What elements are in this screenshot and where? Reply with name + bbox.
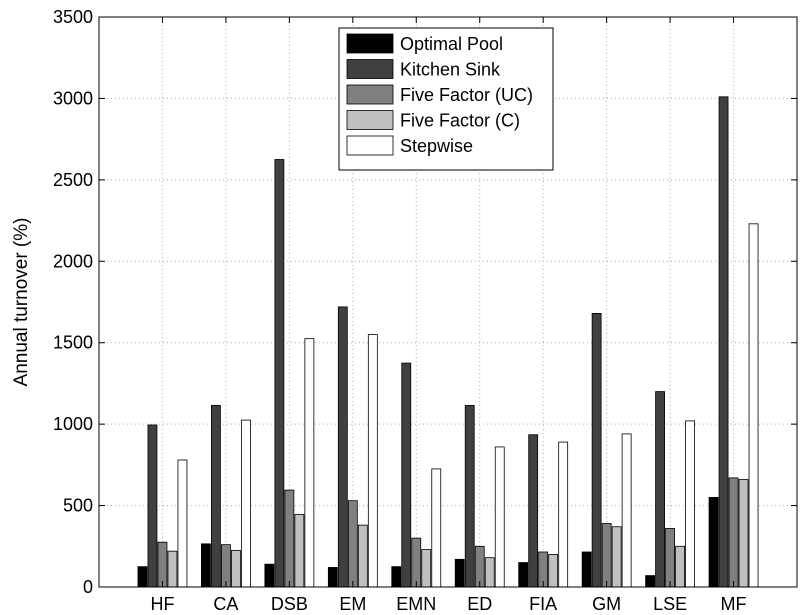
legend-label: Stepwise xyxy=(400,136,473,156)
bar-dsb-five-factor-c xyxy=(294,514,305,588)
bar-gm-kitchen-sink xyxy=(591,312,602,588)
bars xyxy=(137,96,759,588)
bar-dsb-optimal-pool xyxy=(264,563,275,588)
y-tick-label: 1500 xyxy=(53,333,93,353)
x-tick-label: DSB xyxy=(271,594,308,614)
legend-swatch xyxy=(346,59,394,79)
bar-mf-five-factor-uc xyxy=(728,477,739,588)
bar-ca-five-factor-c xyxy=(231,549,241,588)
bar-em-five-factor-uc xyxy=(347,500,358,588)
bar-mf-five-factor-c xyxy=(738,479,749,588)
legend-swatch xyxy=(346,84,394,105)
bar-fia-kitchen-sink xyxy=(528,434,539,588)
bar-ca-five-factor-uc xyxy=(221,544,231,588)
legend-swatch xyxy=(346,33,394,54)
x-tick-label: FIA xyxy=(529,594,557,614)
x-tick-label: EM xyxy=(339,594,366,614)
legend-label: Optimal Pool xyxy=(400,34,503,54)
legend-label: Five Factor (UC) xyxy=(400,85,533,105)
bar-lse-five-factor-c xyxy=(675,545,685,588)
x-tick-label: HF xyxy=(150,594,174,614)
bar-mf-stepwise xyxy=(748,223,759,588)
bar-lse-stepwise xyxy=(685,420,695,588)
bar-ca-optimal-pool xyxy=(201,543,211,588)
legend-swatch xyxy=(346,135,394,156)
bar-em-stepwise xyxy=(367,334,378,588)
bar-em-five-factor-c xyxy=(357,524,368,588)
bar-gm-stepwise xyxy=(621,433,632,588)
plot-frame xyxy=(98,16,798,588)
bar-ed-kitchen-sink xyxy=(464,405,475,588)
bar-hf-five-factor-uc xyxy=(157,541,168,588)
x-tick-label: LSE xyxy=(653,594,687,614)
y-axis-title: Annual turnover (%) xyxy=(11,218,32,387)
legend-label: Kitchen Sink xyxy=(400,60,501,80)
bar-ca-kitchen-sink xyxy=(211,405,221,588)
bar-hf-optimal-pool xyxy=(137,566,148,588)
bar-ed-five-factor-c xyxy=(484,557,495,588)
y-tick-label: 2000 xyxy=(53,251,93,271)
y-tick-label: 500 xyxy=(63,496,93,516)
y-axis: 0 500 1000 1500 2000 2500 3000 3500 xyxy=(53,7,797,597)
y-tick-label: 2500 xyxy=(53,170,93,190)
bar-lse-optimal-pool xyxy=(645,575,655,588)
bar-emn-five-factor-uc xyxy=(411,537,422,588)
bar-ed-stepwise xyxy=(494,446,505,588)
bar-dsb-kitchen-sink xyxy=(274,159,285,588)
bar-hf-stepwise xyxy=(177,459,188,588)
bar-emn-five-factor-c xyxy=(421,549,432,588)
bar-dsb-five-factor-uc xyxy=(284,489,295,588)
y-tick-label: 1000 xyxy=(53,414,93,434)
bar-ed-optimal-pool xyxy=(454,558,465,588)
x-tick-label: EMN xyxy=(396,594,436,614)
x-tick-label: MF xyxy=(721,594,747,614)
bar-fia-stepwise xyxy=(558,441,569,588)
y-tick-label: 3000 xyxy=(53,88,93,108)
x-tick-label: CA xyxy=(213,594,238,614)
x-tick-label: ED xyxy=(467,594,492,614)
legend: Optimal Pool Kitchen Sink Five Factor (UC)… xyxy=(338,27,554,171)
bar-emn-stepwise xyxy=(431,468,442,588)
y-tick-label: 3500 xyxy=(53,7,93,27)
grid-lines xyxy=(99,17,797,587)
bar-fia-optimal-pool xyxy=(518,562,529,588)
bar-lse-kitchen-sink xyxy=(655,391,665,588)
bar-em-optimal-pool xyxy=(327,567,338,588)
bar-gm-optimal-pool xyxy=(581,551,592,588)
x-tick-label: GM xyxy=(592,594,621,614)
legend-label: Five Factor (C) xyxy=(400,111,520,131)
bar-ca-stepwise xyxy=(241,419,251,588)
bar-dsb-stepwise xyxy=(304,338,315,588)
bar-ed-five-factor-uc xyxy=(474,545,485,588)
bar-hf-five-factor-c xyxy=(167,550,178,588)
bar-lse-five-factor-uc xyxy=(665,527,675,588)
bar-gm-five-factor-c xyxy=(611,526,622,588)
bar-mf-kitchen-sink xyxy=(718,96,729,588)
y-tick-label: 0 xyxy=(83,577,93,597)
bar-em-kitchen-sink xyxy=(337,306,348,588)
bar-emn-kitchen-sink xyxy=(401,362,412,588)
bar-mf-optimal-pool xyxy=(708,497,719,588)
bar-gm-five-factor-uc xyxy=(601,523,612,588)
x-axis: HF CA DSB EM EMN ED FIA GM LSE MF xyxy=(150,17,747,614)
bar-fia-five-factor-c xyxy=(548,554,559,588)
legend-swatch xyxy=(346,110,394,130)
bar-emn-optimal-pool xyxy=(391,566,402,588)
bar-hf-kitchen-sink xyxy=(147,424,158,588)
